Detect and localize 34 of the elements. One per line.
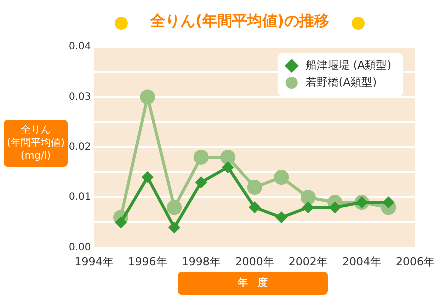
point — [382, 196, 395, 209]
x-tick-label: 2002年 — [288, 255, 328, 268]
point — [300, 190, 316, 206]
y-tick-label: 0.02 — [69, 142, 92, 153]
x-tick-label: 2006年 — [396, 255, 436, 268]
point — [222, 161, 234, 174]
point — [329, 202, 342, 214]
x-tick-label: 2004年 — [342, 255, 382, 268]
y-tick-label: 0.04 — [69, 42, 92, 53]
y-tick-label: 0.01 — [69, 192, 92, 204]
point — [168, 222, 181, 234]
point — [142, 172, 154, 184]
point — [140, 90, 156, 105]
point — [220, 150, 236, 165]
x-tick-label: 1996年 — [128, 255, 168, 268]
x-tick-label: 2000年 — [235, 255, 274, 268]
legend-label: 若野橋(A類型) — [306, 76, 378, 89]
point — [194, 150, 209, 165]
point — [167, 200, 182, 216]
point — [195, 176, 208, 189]
chart-title: 全りん(年間平均値)の推移 — [149, 12, 330, 31]
point — [276, 212, 288, 224]
y-axis-title: 全りん (年間平均値) (mg/l) — [4, 120, 68, 167]
x-tick-label: 1994年 — [74, 255, 114, 268]
point — [302, 202, 314, 214]
point — [274, 170, 290, 186]
point — [247, 180, 262, 196]
y-tick-label: 0.00 — [69, 242, 92, 254]
x-tick-label: 1998年 — [182, 255, 221, 268]
x-axis-title: 年 度 — [178, 272, 328, 295]
y-tick-label: 0.03 — [69, 92, 92, 103]
legend-label: 船津堰堤 (A類型) — [306, 58, 392, 72]
point — [248, 202, 261, 214]
point — [115, 216, 128, 229]
